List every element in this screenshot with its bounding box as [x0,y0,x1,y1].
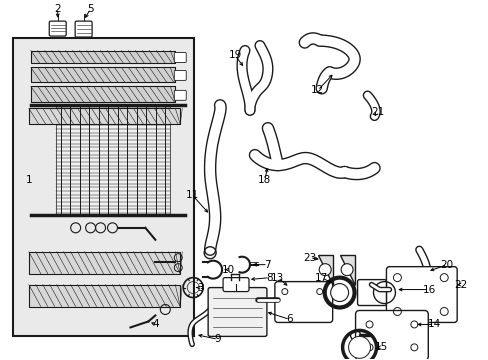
FancyBboxPatch shape [29,252,180,274]
Text: 15: 15 [374,342,387,352]
Text: 17: 17 [314,273,327,283]
FancyBboxPatch shape [355,310,427,360]
Text: 4: 4 [152,319,158,329]
FancyBboxPatch shape [56,105,170,215]
Circle shape [341,264,352,276]
Text: 2: 2 [54,4,61,14]
Text: 9: 9 [214,334,221,345]
Text: 23: 23 [303,253,316,263]
Text: 13: 13 [271,273,284,283]
FancyBboxPatch shape [174,90,186,100]
FancyBboxPatch shape [386,267,456,323]
FancyBboxPatch shape [75,21,92,37]
Text: 10: 10 [221,265,234,275]
Text: 7: 7 [264,260,271,270]
Circle shape [348,336,370,358]
FancyBboxPatch shape [357,280,386,306]
Text: 20: 20 [440,260,453,270]
Text: 6: 6 [286,314,292,324]
Polygon shape [339,255,354,285]
Text: 8: 8 [266,273,273,283]
FancyBboxPatch shape [31,50,175,63]
Text: 11: 11 [185,190,199,200]
Text: 18: 18 [258,175,271,185]
FancyBboxPatch shape [31,67,175,82]
Text: 19: 19 [228,50,241,60]
FancyBboxPatch shape [31,86,175,102]
FancyBboxPatch shape [29,285,180,306]
Text: 16: 16 [422,284,435,294]
Text: 12: 12 [310,85,324,95]
Text: 21: 21 [370,107,384,117]
FancyBboxPatch shape [174,53,186,62]
FancyBboxPatch shape [274,282,332,323]
Text: 1: 1 [25,175,32,185]
Text: 22: 22 [454,280,467,289]
FancyBboxPatch shape [13,37,194,336]
Text: 14: 14 [427,319,440,329]
Circle shape [319,264,330,276]
FancyBboxPatch shape [29,108,180,124]
Text: 3: 3 [197,283,203,293]
FancyBboxPatch shape [49,21,66,36]
Circle shape [330,284,348,302]
FancyBboxPatch shape [208,288,266,336]
FancyBboxPatch shape [223,278,248,292]
FancyBboxPatch shape [174,71,186,80]
Text: 5: 5 [87,4,94,14]
Polygon shape [317,255,332,285]
